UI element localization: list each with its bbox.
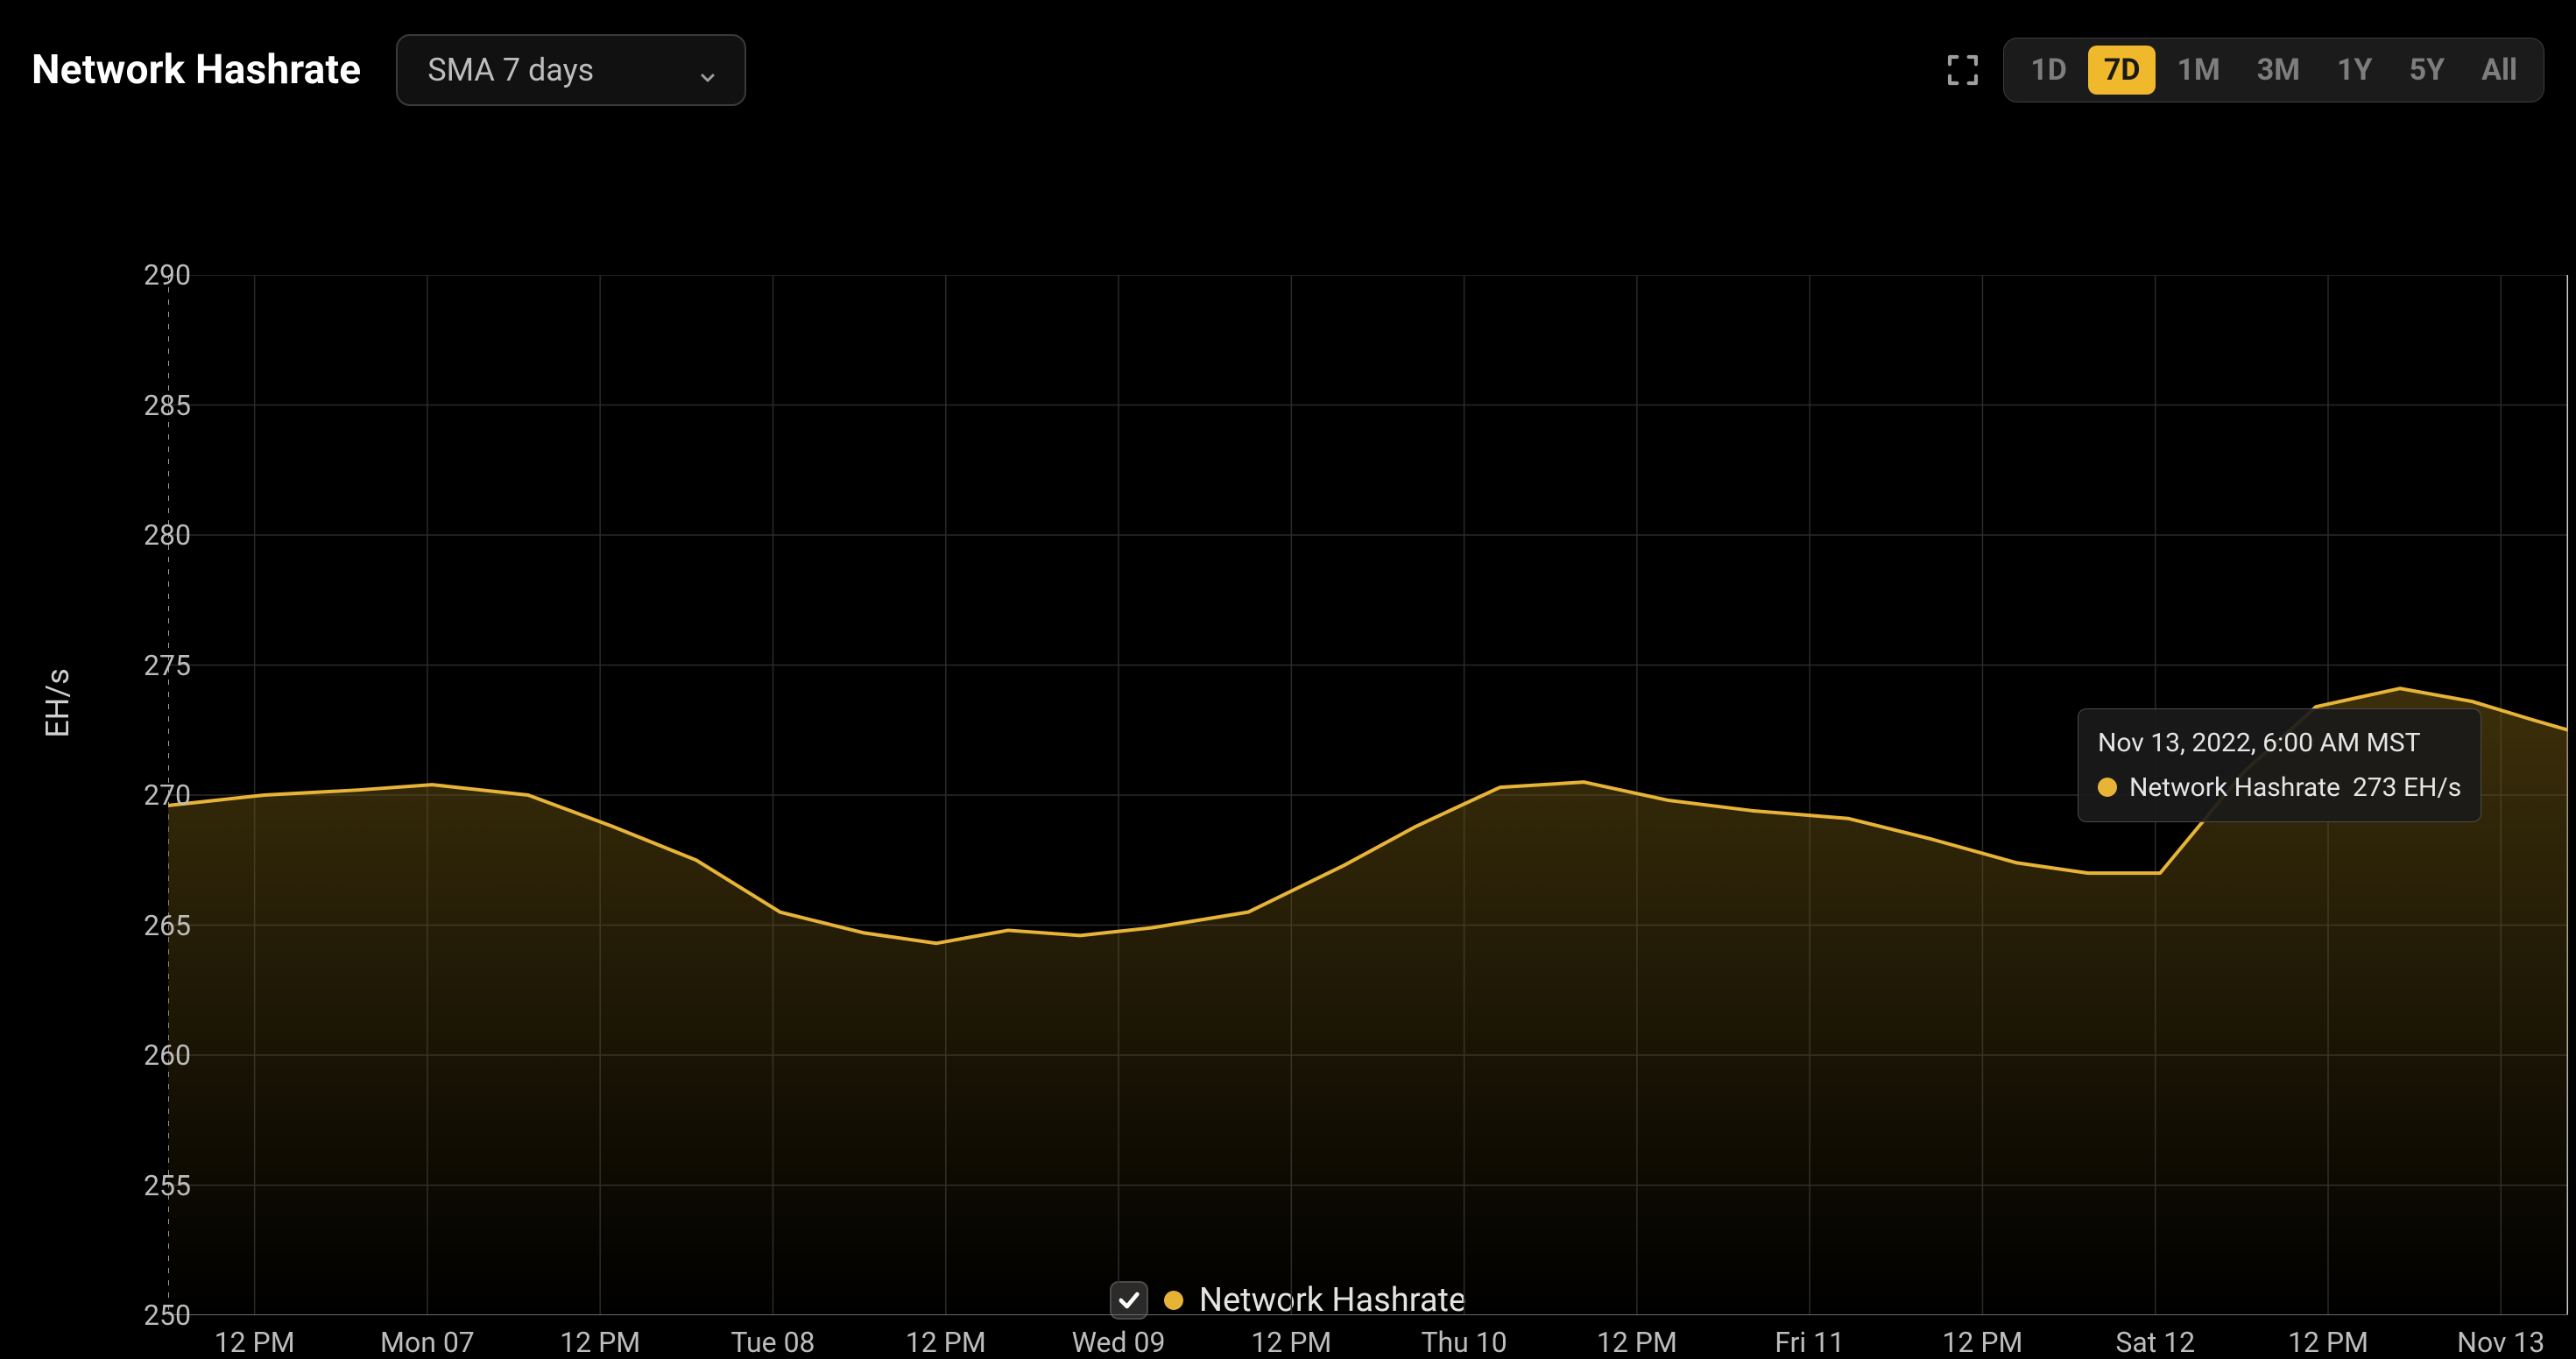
sma-selector[interactable]: SMA 7 days (396, 34, 746, 106)
range-button-3m[interactable]: 3M (2241, 46, 2316, 95)
chevron-down-icon (697, 60, 718, 81)
page-title: Network Hashrate (32, 46, 361, 94)
tooltip-date: Nov 13, 2022, 6:00 AM MST (2098, 723, 2461, 763)
x-tick: Thu 10 (1421, 1326, 1507, 1359)
x-tick: 12 PM (1597, 1326, 1677, 1359)
x-tick: Sat 12 (2115, 1326, 2195, 1359)
range-button-7d[interactable]: 7D (2088, 46, 2156, 95)
y-tick: 260 (144, 1039, 156, 1072)
x-tick: 12 PM (1942, 1326, 2022, 1359)
sma-selector-value: SMA 7 days (427, 52, 594, 88)
y-axis-label: EH/s (39, 668, 76, 738)
header: Network Hashrate SMA 7 days 1D7D1M3M1Y5Y… (32, 26, 2544, 114)
tooltip-series: Network Hashrate (2129, 768, 2340, 807)
range-button-5y[interactable]: 5Y (2394, 46, 2461, 95)
y-tick: 275 (144, 649, 156, 682)
chart-tooltip: Nov 13, 2022, 6:00 AM MST Network Hashra… (2078, 708, 2481, 822)
x-tick: 12 PM (215, 1326, 295, 1359)
y-tick: 255 (144, 1169, 156, 1202)
y-tick: 270 (144, 778, 156, 812)
x-tick: Fri 11 (1775, 1326, 1845, 1359)
y-tick: 290 (144, 258, 156, 292)
x-tick: 12 PM (560, 1326, 640, 1359)
tooltip-swatch-icon (2098, 778, 2117, 797)
x-tick: Nov 13 (2457, 1326, 2544, 1359)
range-button-all[interactable]: All (2466, 46, 2533, 95)
tooltip-value: 273 EH/s (2353, 768, 2461, 807)
x-tick: Mon 07 (380, 1326, 475, 1359)
range-button-1m[interactable]: 1M (2161, 46, 2235, 95)
range-button-1d[interactable]: 1D (2015, 46, 2083, 95)
fullscreen-icon[interactable] (1944, 51, 1982, 89)
chart-area: EH/s 250255260265270275280285290 12 PMMo… (32, 140, 2544, 1265)
y-tick: 265 (144, 909, 156, 942)
x-tick: 12 PM (2288, 1326, 2368, 1359)
range-button-1y[interactable]: 1Y (2321, 46, 2389, 95)
x-tick: Wed 09 (1072, 1326, 1166, 1359)
y-tick: 285 (144, 389, 156, 422)
x-tick: 12 PM (906, 1326, 986, 1359)
y-tick: 280 (144, 518, 156, 552)
range-selector: 1D7D1M3M1Y5YAll (2003, 38, 2544, 102)
y-tick: 250 (144, 1299, 156, 1332)
x-tick: 12 PM (1251, 1326, 1331, 1359)
x-tick: Tue 08 (730, 1326, 815, 1359)
